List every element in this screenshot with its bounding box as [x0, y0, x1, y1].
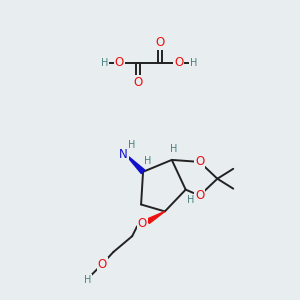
- Text: H: H: [128, 140, 136, 150]
- Text: O: O: [137, 217, 147, 230]
- Text: N: N: [119, 148, 128, 161]
- Text: O: O: [134, 76, 143, 89]
- Text: H: H: [101, 58, 108, 68]
- Text: O: O: [195, 155, 204, 168]
- Text: O: O: [155, 37, 164, 50]
- Polygon shape: [147, 212, 165, 224]
- Polygon shape: [124, 153, 145, 173]
- Text: H: H: [170, 144, 178, 154]
- Text: O: O: [115, 56, 124, 69]
- Text: H: H: [187, 194, 194, 205]
- Text: O: O: [195, 189, 204, 202]
- Text: H: H: [190, 58, 197, 68]
- Text: H: H: [84, 275, 91, 285]
- Text: O: O: [98, 258, 107, 272]
- Text: O: O: [174, 56, 183, 69]
- Text: H: H: [144, 156, 152, 166]
